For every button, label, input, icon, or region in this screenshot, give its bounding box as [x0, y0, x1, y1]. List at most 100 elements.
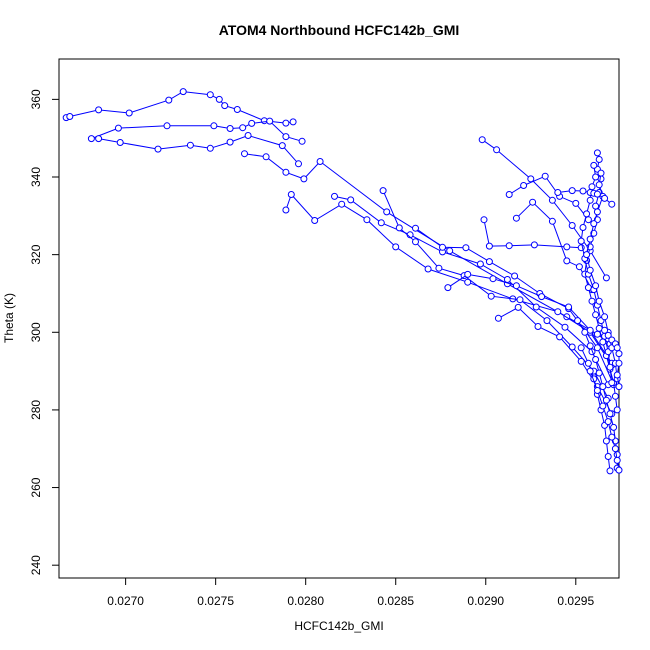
data-point [615, 466, 623, 474]
series-line [98, 134, 299, 165]
data-point [532, 303, 540, 311]
data-point [464, 278, 472, 286]
data-point [613, 456, 621, 464]
x-tick-label: 0.0285 [377, 594, 414, 608]
data-point [599, 383, 607, 391]
data-point [586, 235, 594, 243]
data-point [298, 137, 306, 145]
y-tick-label: 340 [29, 167, 43, 187]
data-point [338, 200, 346, 208]
data-point [487, 292, 495, 300]
series-profile-descent-4 [574, 317, 621, 472]
data-point [563, 243, 571, 251]
data-point [529, 198, 537, 206]
data-point [613, 451, 621, 459]
data-point [592, 356, 600, 363]
data-point [593, 208, 601, 216]
data-point [512, 214, 520, 222]
data-point [412, 224, 419, 232]
data-point [608, 200, 616, 208]
data-point [610, 423, 618, 431]
series-line [382, 190, 609, 399]
data-point [395, 224, 403, 232]
data-point [602, 437, 610, 445]
series-profile-descent-7 [601, 326, 623, 391]
data-point [311, 217, 319, 224]
data-point [597, 169, 605, 177]
data-point [579, 187, 587, 195]
data-point [462, 244, 470, 252]
data-point [534, 323, 542, 330]
series-flight-segment-5 [282, 191, 616, 369]
data-point [568, 343, 576, 351]
data-point [574, 317, 582, 325]
data-point [592, 173, 600, 181]
data-point [248, 119, 256, 127]
data-point [289, 118, 297, 126]
data-point [512, 282, 520, 290]
series-flight-segment-7 [379, 187, 612, 402]
data-point [613, 344, 621, 352]
data-point [556, 333, 564, 341]
data-point [543, 317, 551, 325]
data-point [239, 124, 247, 132]
data-point [577, 237, 585, 245]
data-point [554, 308, 562, 316]
data-point [125, 109, 133, 117]
plot-frame [58, 58, 620, 579]
data-point [282, 133, 290, 141]
data-point [590, 161, 598, 169]
series-flight-segment-10 [478, 136, 610, 282]
data-point [505, 191, 513, 198]
data-point [226, 125, 234, 132]
data-point [588, 183, 596, 191]
series-flight-segment-1 [62, 88, 297, 127]
data-point [586, 266, 594, 274]
data-point [601, 326, 609, 334]
x-axis-label: HCFC142b_GMI [294, 619, 383, 633]
data-point [588, 297, 596, 305]
data-point [347, 196, 355, 204]
x-tick-label: 0.0280 [287, 594, 324, 608]
series-line [285, 193, 613, 366]
data-point [554, 189, 562, 196]
data-point [611, 392, 619, 400]
data-point [584, 216, 592, 224]
series-line [91, 120, 303, 142]
x-tick-label: 0.0295 [557, 594, 594, 608]
data-point [233, 106, 241, 113]
data-point [464, 270, 472, 278]
data-point [66, 113, 74, 120]
data-point [538, 293, 546, 301]
data-point [383, 208, 391, 216]
data-point [262, 153, 270, 161]
series-profile-descent-8 [554, 187, 616, 208]
data-point [593, 344, 601, 352]
data-point [206, 144, 214, 152]
data-point [595, 156, 603, 163]
data-point [568, 222, 576, 229]
data-point [608, 433, 616, 441]
data-point [489, 275, 497, 283]
data-point [577, 357, 585, 365]
data-point [595, 369, 603, 377]
data-point [154, 145, 162, 153]
chart-title: ATOM4 Northbound HCFC142b_GMI [219, 22, 460, 38]
x-tick-label: 0.0275 [197, 594, 234, 608]
data-point [615, 350, 623, 358]
data-point [583, 251, 591, 259]
data-point [505, 242, 513, 250]
data-point [606, 410, 614, 418]
data-point [516, 296, 524, 304]
data-point [503, 276, 511, 283]
data-point [606, 467, 614, 475]
series-line [244, 153, 611, 345]
data-point [572, 199, 580, 207]
data-point [206, 91, 214, 99]
data-point [87, 135, 95, 143]
data-point [478, 136, 486, 144]
data-point [95, 106, 103, 114]
data-point [215, 95, 223, 103]
data-point [493, 146, 501, 154]
data-point [586, 342, 594, 350]
